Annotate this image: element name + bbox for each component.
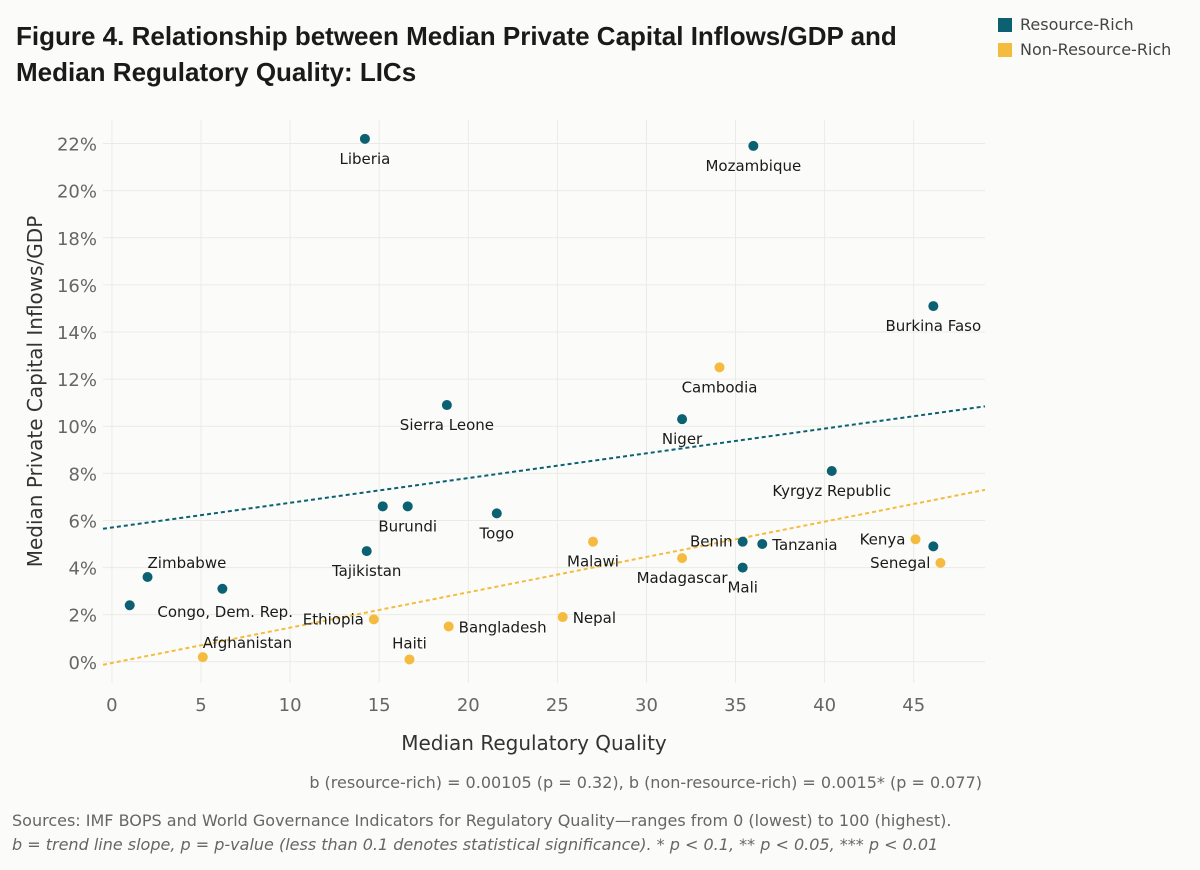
data-point xyxy=(404,654,415,665)
data-point xyxy=(826,465,837,476)
data-point xyxy=(928,541,939,552)
point-label: Bangladesh xyxy=(459,618,547,636)
data-point xyxy=(928,301,939,312)
grid-lines xyxy=(103,120,985,683)
data-point xyxy=(402,501,413,512)
regression-stats: b (resource-rich) = 0.00105 (p = 0.32), … xyxy=(309,773,982,792)
data-point xyxy=(935,557,946,568)
x-tick-label: 10 xyxy=(279,695,302,716)
y-tick-label: 2% xyxy=(68,606,97,627)
data-point xyxy=(757,539,768,550)
data-point xyxy=(714,362,725,373)
data-point xyxy=(748,140,759,151)
data-point xyxy=(441,400,452,411)
sources-note: Sources: IMF BOPS and World Governance I… xyxy=(12,809,951,857)
footnote-text: b = trend line slope, p = p-value (less … xyxy=(12,835,939,854)
x-axis-ticks: 0 5 10 15 20 25 30 35 40 45 xyxy=(106,695,925,716)
legend-swatch-non-resource-rich xyxy=(998,42,1012,57)
point-label: Malawi xyxy=(567,553,619,571)
legend-swatch-resource-rich xyxy=(998,17,1012,32)
trend-line-resource-rich xyxy=(102,405,986,530)
legend-item-non-resource-rich: Non-Resource-Rich xyxy=(998,37,1171,62)
point-label: Zimbabwe xyxy=(148,554,227,572)
data-point xyxy=(359,133,370,144)
point-label: Tajikistan xyxy=(331,562,401,580)
sources-text: Sources: IMF BOPS and World Governance I… xyxy=(12,811,952,830)
x-tick-label: 40 xyxy=(813,695,836,716)
x-tick-label: 25 xyxy=(546,695,569,716)
data-point xyxy=(197,652,208,663)
data-point xyxy=(377,501,388,512)
legend-label-non-resource-rich: Non-Resource-Rich xyxy=(1020,40,1172,59)
point-label: Mali xyxy=(727,579,757,597)
point-label: Benin xyxy=(690,533,733,551)
x-tick-label: 35 xyxy=(724,695,747,716)
point-label: Sierra Leone xyxy=(400,416,494,434)
data-point xyxy=(588,536,598,547)
y-tick-label: 20% xyxy=(57,182,97,203)
point-label: Afghanistan xyxy=(203,634,292,652)
data-point xyxy=(443,621,454,632)
trend-line-non-resource-rich xyxy=(102,488,986,666)
x-tick-label: 15 xyxy=(368,695,391,716)
chart-title: Figure 4. Relationship between Median Pr… xyxy=(16,21,897,87)
point-label: Niger xyxy=(662,430,703,448)
legend-label-resource-rich: Resource-Rich xyxy=(1020,15,1134,34)
x-tick-label: 0 xyxy=(106,695,117,716)
point-label: Haiti xyxy=(392,634,427,652)
x-tick-label: 20 xyxy=(457,695,480,716)
y-axis-title: Median Private Capital Inflows/GDP xyxy=(23,216,47,568)
x-tick-label: 45 xyxy=(902,695,925,716)
point-label: Burkina Faso xyxy=(885,317,981,335)
point-label: Mozambique xyxy=(705,157,801,175)
y-tick-label: 16% xyxy=(57,276,97,297)
point-label: Cambodia xyxy=(682,378,758,396)
x-tick-label: 30 xyxy=(635,695,658,716)
y-tick-label: 4% xyxy=(68,559,97,580)
point-label: Burundi xyxy=(378,517,437,535)
legend: Resource-Rich Non-Resource-Rich xyxy=(998,12,1171,62)
point-label: Togo xyxy=(479,524,515,542)
point-label: Senegal xyxy=(870,554,930,572)
y-tick-label: 8% xyxy=(68,464,97,485)
x-tick-label: 5 xyxy=(195,695,206,716)
y-tick-label: 18% xyxy=(57,229,97,250)
data-point xyxy=(361,546,372,557)
y-tick-label: 14% xyxy=(57,323,97,344)
y-axis-ticks: 0% 2% 4% 6% 8% 10% 12% 14% 16% 18% 20% 22% xyxy=(57,135,97,674)
point-label: Kenya xyxy=(860,530,906,548)
scatter-chart: Liberia Mozambique Burkina Faso Sierra Leon… xyxy=(23,120,986,755)
trend-lines xyxy=(102,405,986,666)
data-point xyxy=(910,534,921,545)
point-label: Tanzania xyxy=(771,536,837,554)
data-point xyxy=(217,583,228,594)
data-point xyxy=(737,536,748,547)
data-point xyxy=(368,614,379,625)
point-label: Ethiopia xyxy=(303,610,364,628)
point-label: Congo, Dem. Rep. xyxy=(157,603,293,621)
data-point xyxy=(142,571,153,582)
data-points xyxy=(124,133,946,665)
point-label: Madagascar xyxy=(637,569,729,587)
point-label: Liberia xyxy=(340,150,391,168)
data-point xyxy=(491,508,502,519)
data-point xyxy=(677,414,688,425)
point-labels: Liberia Mozambique Burkina Faso Sierra Leon… xyxy=(148,150,982,653)
data-point xyxy=(124,600,135,611)
point-label: Nepal xyxy=(573,609,616,627)
y-tick-label: 6% xyxy=(68,511,97,532)
y-tick-label: 0% xyxy=(68,653,97,674)
data-point xyxy=(557,612,568,623)
legend-item-resource-rich: Resource-Rich xyxy=(998,12,1171,37)
data-point xyxy=(677,553,688,564)
y-tick-label: 12% xyxy=(57,370,97,391)
y-tick-label: 10% xyxy=(57,417,97,438)
x-axis-title: Median Regulatory Quality xyxy=(401,731,667,755)
point-label: Kyrgyz Republic xyxy=(772,482,891,500)
data-point xyxy=(737,562,748,573)
y-tick-label: 22% xyxy=(57,135,97,156)
